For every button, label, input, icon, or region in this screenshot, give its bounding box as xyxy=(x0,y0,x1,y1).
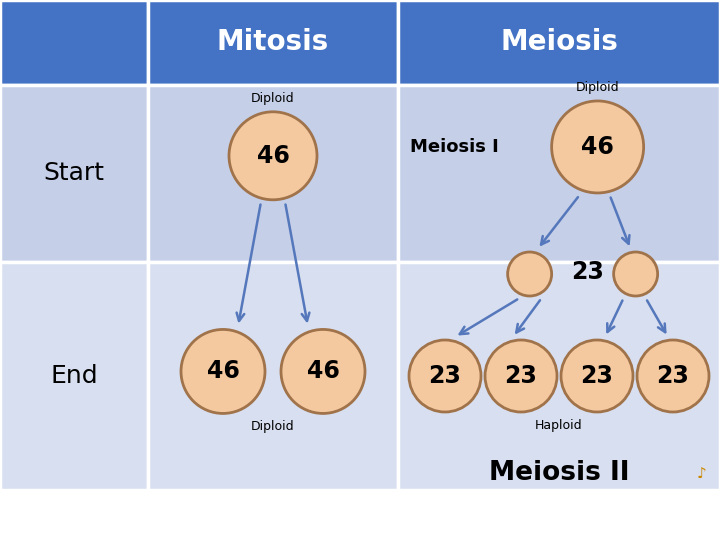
Bar xyxy=(148,262,398,490)
Text: 23: 23 xyxy=(428,364,462,388)
Bar xyxy=(398,85,720,262)
Bar xyxy=(0,0,148,85)
Text: Start: Start xyxy=(43,161,104,186)
Text: Meiosis II: Meiosis II xyxy=(489,460,629,486)
Circle shape xyxy=(409,340,481,412)
Text: Diploid: Diploid xyxy=(576,81,619,94)
Circle shape xyxy=(552,101,644,193)
Bar xyxy=(398,0,720,85)
Bar xyxy=(0,262,148,490)
Circle shape xyxy=(229,112,317,200)
Circle shape xyxy=(637,340,709,412)
Bar xyxy=(398,262,720,490)
Text: 23: 23 xyxy=(505,364,537,388)
Circle shape xyxy=(561,340,633,412)
Bar xyxy=(0,85,148,262)
Text: Haploid: Haploid xyxy=(535,419,582,432)
Text: Mitosis: Mitosis xyxy=(217,29,329,57)
Text: 46: 46 xyxy=(581,135,614,159)
Circle shape xyxy=(281,329,365,414)
Circle shape xyxy=(508,252,552,296)
Text: Meiosis I: Meiosis I xyxy=(410,138,499,156)
Text: 46: 46 xyxy=(307,360,339,383)
Text: Meiosis: Meiosis xyxy=(500,29,618,57)
Text: Diploid: Diploid xyxy=(251,421,294,434)
Text: 46: 46 xyxy=(207,360,240,383)
Circle shape xyxy=(485,340,557,412)
Text: Diploid: Diploid xyxy=(251,92,294,105)
Text: 23: 23 xyxy=(657,364,690,388)
Text: 23: 23 xyxy=(580,364,613,388)
Text: 46: 46 xyxy=(256,144,289,168)
Bar xyxy=(148,85,398,262)
Circle shape xyxy=(613,252,657,296)
Bar xyxy=(148,0,398,85)
Circle shape xyxy=(181,329,265,414)
Text: ♪: ♪ xyxy=(697,467,707,482)
Text: 23: 23 xyxy=(571,260,604,284)
Text: End: End xyxy=(50,364,98,388)
